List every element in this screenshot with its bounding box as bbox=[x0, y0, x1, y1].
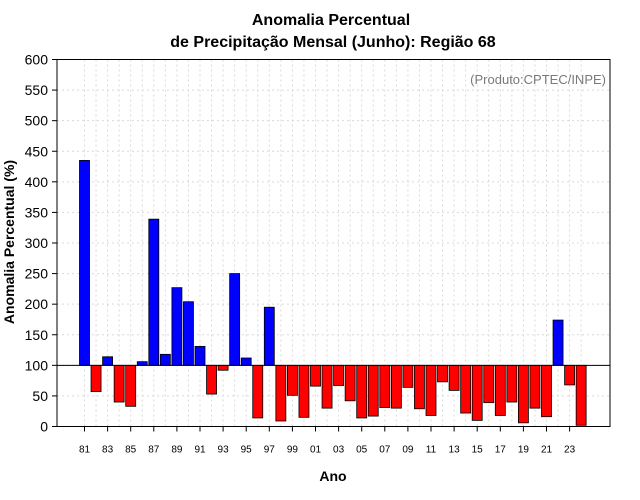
bar-88 bbox=[159, 353, 171, 366]
product-credit: (Produto:CPTEC/INPE) bbox=[470, 72, 606, 87]
y-tick-label: 350 bbox=[25, 204, 49, 220]
bar-91 bbox=[194, 345, 206, 366]
bar-23 bbox=[564, 364, 575, 386]
x-tick-label: 81 bbox=[79, 445, 91, 456]
x-tick-label: 87 bbox=[148, 445, 160, 456]
x-tick-label: 93 bbox=[218, 445, 230, 456]
y-tick-label: 500 bbox=[25, 113, 49, 129]
x-tick-label: 17 bbox=[495, 445, 507, 456]
bar-21 bbox=[541, 364, 552, 418]
x-tick-label: 13 bbox=[449, 445, 461, 456]
bar-97 bbox=[263, 306, 275, 366]
x-tick-label: 23 bbox=[564, 445, 576, 456]
bar-06 bbox=[367, 364, 379, 417]
bar-01 bbox=[310, 364, 321, 387]
bar-22 bbox=[552, 319, 564, 366]
bar-82 bbox=[90, 364, 102, 393]
y-tick-label: 200 bbox=[25, 296, 49, 312]
bar-12 bbox=[437, 364, 448, 383]
x-tick-label: 97 bbox=[264, 445, 276, 456]
x-axis-label: Ano bbox=[319, 468, 346, 484]
bar-17 bbox=[494, 364, 506, 416]
x-axis: 81 83 85 87 89 91 93 95 97 99 01 03 05 07 09 11 13 15 17 19… bbox=[79, 426, 576, 456]
y-tick-label: 300 bbox=[25, 235, 49, 251]
chart-title-line2: de Precipitação Mensal (Junho): Região 6… bbox=[170, 34, 496, 51]
bar-07 bbox=[379, 364, 391, 408]
x-tick-label: 05 bbox=[356, 445, 368, 456]
bar-94 bbox=[229, 273, 241, 366]
y-tick-label: 400 bbox=[25, 174, 49, 190]
x-tick-label: 83 bbox=[102, 445, 114, 456]
x-tick-label: 19 bbox=[518, 445, 530, 456]
y-tick-label: 100 bbox=[25, 357, 49, 373]
bar-92 bbox=[206, 364, 217, 395]
bar-08 bbox=[390, 364, 402, 409]
bar-18 bbox=[506, 364, 518, 403]
bar-13 bbox=[448, 364, 460, 391]
x-tick-label: 15 bbox=[472, 445, 484, 456]
bar-24 bbox=[575, 364, 587, 426]
bar-04 bbox=[344, 364, 356, 402]
x-tick-label: 09 bbox=[402, 445, 414, 456]
y-axis: 0 50 100 150 200 250 300 350 400 450 500 550 600 bbox=[25, 52, 57, 435]
bar-90 bbox=[183, 301, 194, 366]
bar-81 bbox=[79, 160, 90, 366]
bar-20 bbox=[529, 364, 541, 409]
bar-02 bbox=[321, 364, 333, 409]
bar-86 bbox=[136, 361, 148, 366]
y-tick-label: 250 bbox=[25, 266, 49, 282]
y-tick-label: 600 bbox=[25, 52, 49, 68]
bar-84 bbox=[113, 364, 125, 403]
x-tick-label: 91 bbox=[194, 445, 206, 456]
bar-96 bbox=[252, 364, 264, 419]
bar-10 bbox=[414, 364, 425, 410]
bar-19 bbox=[518, 364, 529, 424]
bar-15 bbox=[471, 364, 483, 421]
x-tick-label: 07 bbox=[379, 445, 391, 456]
bars-group bbox=[79, 160, 587, 426]
bar-98 bbox=[275, 364, 287, 422]
bar-93 bbox=[217, 364, 229, 371]
bar-83 bbox=[102, 356, 113, 366]
x-tick-label: 11 bbox=[426, 445, 437, 456]
y-tick-label: 450 bbox=[25, 143, 49, 159]
bar-99 bbox=[286, 364, 298, 396]
x-tick-label: 21 bbox=[541, 445, 553, 456]
bar-87 bbox=[148, 218, 160, 366]
bar-11 bbox=[425, 364, 437, 416]
bar-14 bbox=[460, 364, 472, 414]
bar-09 bbox=[402, 364, 414, 388]
y-axis-label: Anomalia Percentual (%) bbox=[1, 160, 17, 324]
x-tick-label: 99 bbox=[287, 445, 299, 456]
bar-16 bbox=[483, 364, 495, 404]
y-tick-label: 50 bbox=[32, 388, 48, 404]
chart-title-line1: Anomalia Percentual bbox=[252, 12, 410, 29]
y-tick-label: 0 bbox=[40, 419, 48, 435]
bar-05 bbox=[356, 364, 368, 419]
x-tick-label: 95 bbox=[241, 445, 253, 456]
y-tick-label: 150 bbox=[25, 327, 49, 343]
bar-00 bbox=[298, 364, 310, 418]
bar-95 bbox=[240, 357, 252, 366]
x-tick-label: 89 bbox=[171, 445, 183, 456]
x-tick-label: 01 bbox=[310, 445, 322, 456]
bar-89 bbox=[171, 287, 183, 366]
bar-85 bbox=[125, 364, 137, 407]
y-tick-label: 550 bbox=[25, 82, 49, 98]
x-tick-label: 85 bbox=[125, 445, 137, 456]
x-tick-label: 03 bbox=[333, 445, 345, 456]
bar-03 bbox=[333, 364, 345, 386]
